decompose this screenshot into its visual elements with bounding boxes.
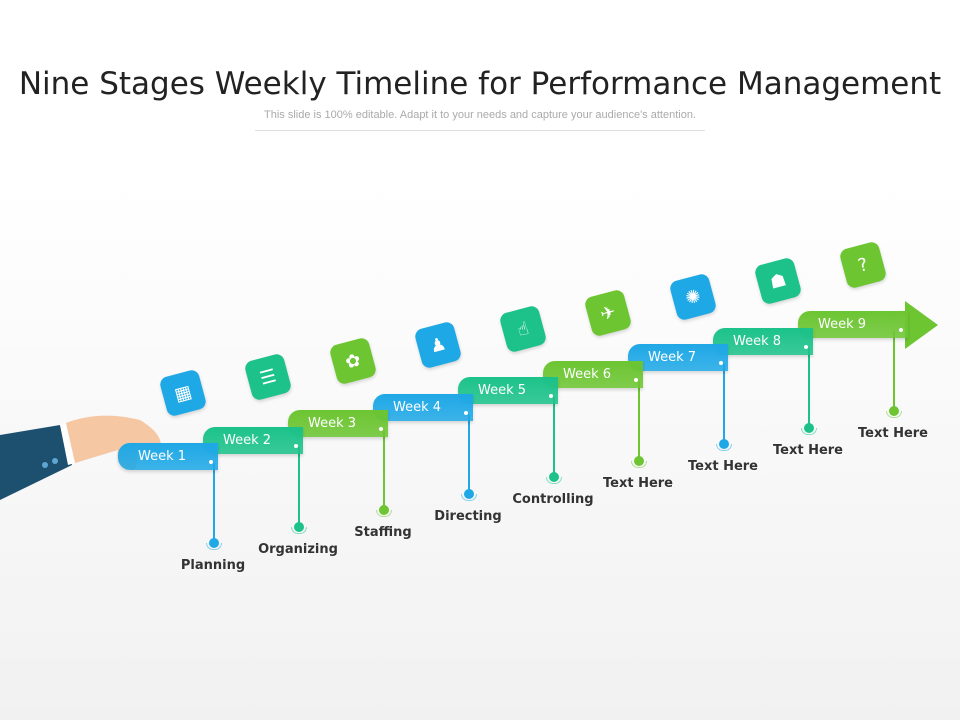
stage-label: Text Here xyxy=(772,442,843,458)
ribbon-dot xyxy=(634,377,638,382)
week-ribbon: Week 2 xyxy=(203,426,303,454)
ribbon-dot xyxy=(464,410,468,415)
icon-glyph: ☗ xyxy=(767,268,789,294)
icon-glyph: ▦ xyxy=(172,380,194,406)
icon-glyph: ☝ xyxy=(514,317,532,341)
stage-pin xyxy=(376,505,392,517)
week-label: Week 9 xyxy=(818,317,867,332)
hierarchy-icon: ☗ xyxy=(753,256,803,306)
week-label: Week 4 xyxy=(393,399,442,415)
week-label: Week 6 xyxy=(563,366,612,382)
week-ribbon: Week 6 xyxy=(543,360,643,388)
stage-label: Organizing xyxy=(258,541,338,557)
hand-illustration xyxy=(0,415,161,500)
stage-connector xyxy=(723,364,725,445)
stage-label: Text Here xyxy=(857,426,928,441)
week-ribbon: Week 9 xyxy=(798,311,908,338)
touch-hand-icon: ☝ xyxy=(498,304,548,354)
stage-label: Directing xyxy=(434,508,502,524)
stage-pin xyxy=(631,455,647,468)
checklist-icon: ☰ xyxy=(243,352,293,402)
stage-connector xyxy=(893,331,895,412)
week-label: Week 3 xyxy=(308,416,357,431)
ribbon-dot xyxy=(379,427,383,431)
week-label: Week 2 xyxy=(223,432,272,448)
week-label: Week 5 xyxy=(478,383,527,398)
week-ribbon: Week 4 xyxy=(373,393,473,421)
slide-subtitle: This slide is 100% editable. Adapt it to… xyxy=(264,109,696,121)
stage-connector xyxy=(638,380,640,462)
stage-label: Planning xyxy=(180,558,246,573)
ribbon-dot xyxy=(294,443,298,448)
ribbon-dot xyxy=(804,344,808,349)
icon-glyph: ✈ xyxy=(597,300,619,326)
stage-pin xyxy=(546,472,562,484)
stage-pin xyxy=(206,538,222,550)
stage-connector xyxy=(808,347,810,429)
icon-glyph: ☰ xyxy=(257,364,279,390)
stage-label: Controlling xyxy=(512,492,594,507)
team-circle-icon: ✿ xyxy=(328,336,378,386)
stage-pin xyxy=(801,422,817,435)
stage-connector xyxy=(298,446,300,528)
ribbon-dot xyxy=(549,394,553,398)
stage-label: Text Here xyxy=(687,459,758,474)
week-label: Week 7 xyxy=(648,350,697,365)
stage-label: Staffing xyxy=(354,525,412,540)
ribbon-dot xyxy=(209,460,213,464)
week-ribbon: Week 1 xyxy=(118,443,218,470)
stage-pin xyxy=(886,406,902,418)
ribbon-dot xyxy=(899,328,903,332)
airplane-icon: ✈ xyxy=(583,288,633,338)
week-ribbon: Week 3 xyxy=(288,410,388,437)
icon-glyph: ♟ xyxy=(427,332,449,358)
slide-title: Nine Stages Weekly Timeline for Performa… xyxy=(18,66,942,102)
week-ribbon: Week 7 xyxy=(628,344,728,371)
week-label: Week 8 xyxy=(733,333,782,349)
question-chat-icon: ? xyxy=(838,240,888,290)
timeline-arrowhead xyxy=(905,301,938,349)
lightbulb-icon: ✺ xyxy=(668,272,718,322)
stage-pin xyxy=(291,521,307,534)
stage-pin xyxy=(716,439,732,451)
icon-glyph: ✺ xyxy=(682,284,704,310)
stage-connector xyxy=(553,397,555,478)
stage-pin xyxy=(461,488,477,501)
stage-connector xyxy=(213,463,215,544)
group-people-icon: ♟ xyxy=(413,320,463,370)
ribbon-dot xyxy=(719,361,723,365)
icon-glyph: ? xyxy=(855,253,871,277)
week-label: Week 1 xyxy=(138,449,187,464)
week-ribbon: Week 8 xyxy=(713,327,813,355)
stage-label: Text Here xyxy=(602,475,673,491)
stage-connector xyxy=(468,413,470,495)
stage-connector xyxy=(383,430,385,511)
icon-glyph: ✿ xyxy=(342,348,364,374)
divider xyxy=(255,130,705,131)
week-ribbon: Week 5 xyxy=(458,377,558,404)
